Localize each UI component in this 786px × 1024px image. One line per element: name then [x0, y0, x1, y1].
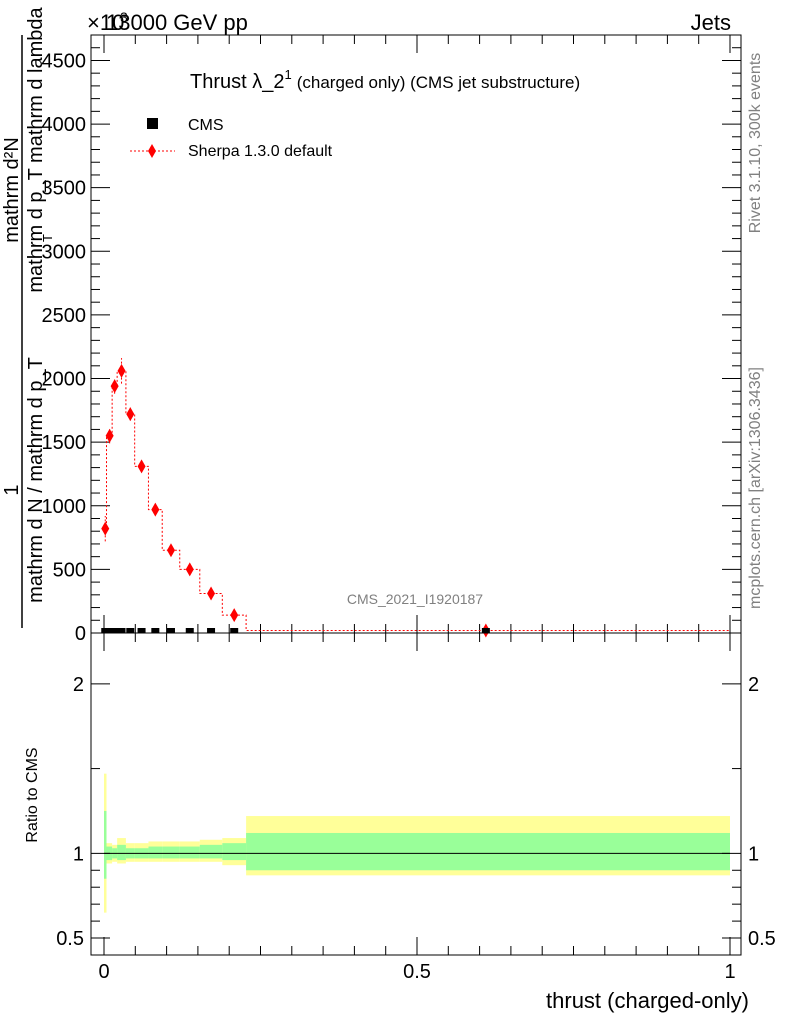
cms-point: [166, 628, 175, 633]
ratio-ytick-label-right: 1: [748, 843, 759, 865]
ratio-bands: [104, 773, 731, 913]
header-right: Jets: [691, 10, 731, 35]
header-left: 13000 GeV pp: [106, 10, 248, 35]
legend-cms-label: CMS: [188, 117, 224, 134]
exponent: 3: [120, 9, 128, 25]
main-title: Thrust λ_21 (charged only) (CMS jet subst…: [190, 67, 580, 93]
mc-point: [230, 608, 239, 623]
exponent-base: ×10: [87, 10, 124, 35]
rivet-label: Rivet 3.1.10, 300k events: [747, 53, 764, 234]
cms-point: [151, 628, 160, 633]
mc-point: [110, 379, 119, 394]
ylabel-one: 1: [1, 484, 23, 495]
mc-point: [207, 586, 216, 601]
main-ytick-label: 4000: [42, 114, 87, 136]
main-ytick-label: 2500: [42, 305, 87, 327]
cms-point: [105, 628, 114, 633]
ratio-band-inner: [199, 844, 223, 859]
mc-point: [137, 459, 146, 474]
ratio-frame: [90, 632, 742, 956]
ratio-xtick-label: 0.5: [403, 961, 431, 983]
main-ytick-label: 0: [75, 623, 86, 645]
cms-point: [137, 628, 146, 633]
mc-point: [105, 428, 114, 443]
ratio-ytick-label-right: 2: [748, 674, 759, 696]
ratio-ytick-label-right: 0.5: [748, 928, 776, 950]
cms-point: [110, 628, 119, 633]
ratio-band-inner: [222, 843, 247, 861]
main-ytick-label: 1000: [42, 496, 87, 518]
legend-mc-label: Sherpa 1.3.0 default: [188, 143, 333, 160]
ratio-band-inner: [148, 846, 163, 859]
ratio-band-inner: [179, 846, 200, 859]
main-ytick-label: 500: [53, 559, 86, 581]
cms-point: [101, 628, 110, 633]
mc-point: [117, 363, 126, 378]
legend-cms-marker: [147, 118, 158, 129]
main-series: [101, 358, 730, 638]
ylabel-line1: mathrm d N / mathrm d p_T: [25, 357, 47, 603]
mc-point: [166, 543, 175, 558]
mc-point: [185, 562, 194, 577]
ratio-ylabel: Ratio to CMS: [24, 747, 41, 842]
cms-point: [185, 628, 194, 633]
cms-point: [481, 628, 490, 633]
ratio-axis-ticks: 0.5 0.5 1 1 2 2 0 0.5 1: [56, 633, 776, 983]
ratio-xtick-label: 0: [98, 961, 109, 983]
ratio-xtick-label: 1: [724, 961, 735, 983]
ratio-xlabel: thrust (charged-only): [546, 988, 749, 1013]
cms-point: [230, 628, 239, 633]
ratio-band-inner: [117, 844, 126, 861]
main-axis-ticks: 0 500 1000 1500 2000 2500 3000 3500 4000 4500: [42, 34, 741, 645]
ylabel-sub: T: [40, 234, 55, 242]
mc-point: [101, 521, 110, 536]
legend: CMS Sherpa 1.3.0 default: [130, 117, 333, 160]
legend-mc-marker: [148, 144, 156, 158]
ratio-band-inner: [104, 810, 107, 879]
ratio-ytick-label: 1: [73, 843, 84, 865]
cms-point: [126, 628, 135, 633]
main-ytick-label: 1500: [42, 432, 87, 454]
ylabel-line3: mathrm d p_T mathrm d lambda: [25, 6, 47, 292]
ratio-ytick-label: 2: [73, 674, 84, 696]
main-ytick-label: 4500: [42, 50, 87, 72]
ratio-band-inner: [162, 846, 180, 859]
main-ytick-label: 2000: [42, 369, 87, 391]
ratio-band-inner: [246, 832, 731, 871]
main-ytick-label: 3500: [42, 178, 87, 200]
main-ytick-label: 3000: [42, 241, 87, 263]
mc-point: [126, 407, 135, 422]
cms-point: [207, 628, 216, 633]
mc-point: [151, 502, 160, 517]
mcplots-label: mcplots.cern.ch [arXiv:1306.3436]: [747, 367, 764, 609]
cms-point: [117, 628, 126, 633]
watermark: CMS_2021_I1920187: [347, 591, 483, 607]
main-ylabel: 1 mathrm d N / mathrm d p_T mathrm d²N m…: [1, 6, 55, 628]
ratio-ytick-label: 0.5: [56, 928, 84, 950]
ylabel-line2: mathrm d²N: [1, 137, 23, 243]
